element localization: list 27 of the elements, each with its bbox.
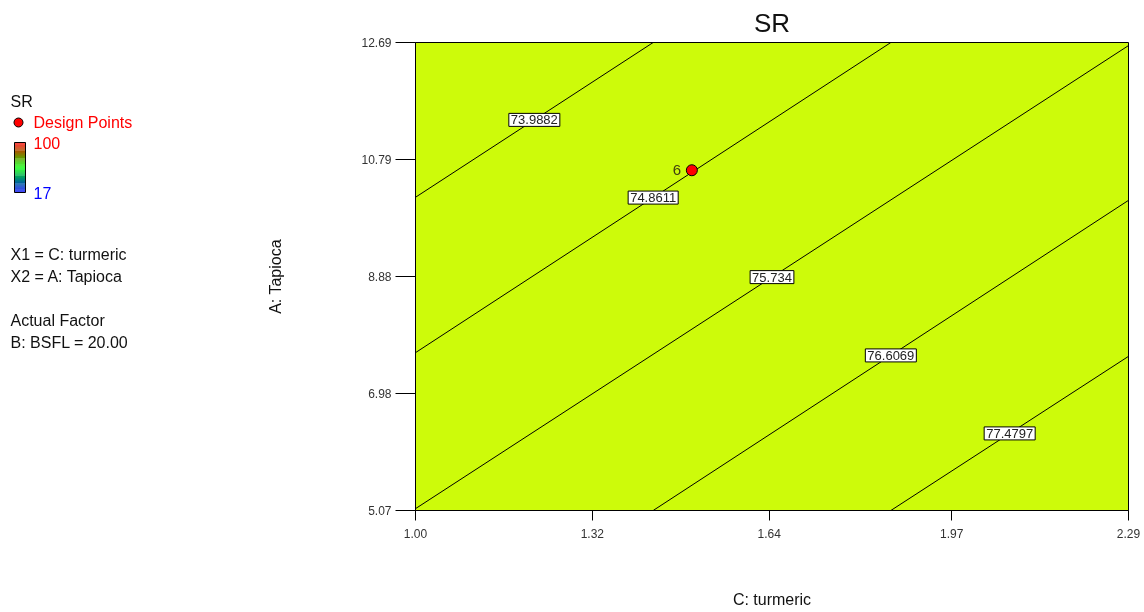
x-tick-label: 1.00 xyxy=(403,526,428,541)
series-label: 76.6069 xyxy=(867,347,915,363)
x-axis-title: C: turmeric xyxy=(732,590,812,608)
legend-label: Design Points xyxy=(33,114,133,131)
series-label: 75.734 xyxy=(752,269,792,285)
color-bar-label: 17 xyxy=(33,184,52,202)
text: B: BSFL = 20.00 xyxy=(10,334,128,351)
y-tick-label: 8.88 xyxy=(368,270,392,284)
y-axis-title: A: Tapioca xyxy=(267,239,285,314)
text: X2 = A: Tapioca xyxy=(10,268,122,285)
text: Actual Factor xyxy=(10,312,106,329)
x-tick-label: 1.97 xyxy=(939,526,964,541)
x-tick-label: 1.32 xyxy=(580,526,605,541)
x-tick-label: 1.64 xyxy=(757,526,782,541)
y-tick-label: 12.69 xyxy=(361,36,392,50)
series-label: 73.9882 xyxy=(510,112,558,128)
y-tick-label: 5.07 xyxy=(368,504,392,518)
color-bar-label: 100 xyxy=(33,134,61,152)
y-tick-label: 10.79 xyxy=(361,152,392,167)
text: X1 = C: turmeric xyxy=(10,246,127,263)
x-tick-label: 2.29 xyxy=(1116,526,1141,541)
chart-title: SR xyxy=(753,7,791,38)
annotation: 6 xyxy=(672,161,682,179)
legend-title: SR xyxy=(10,93,33,110)
y-tick-label: 6.98 xyxy=(368,386,392,401)
series-label: 77.4797 xyxy=(986,425,1034,441)
series-label: 74.8611 xyxy=(630,190,677,206)
